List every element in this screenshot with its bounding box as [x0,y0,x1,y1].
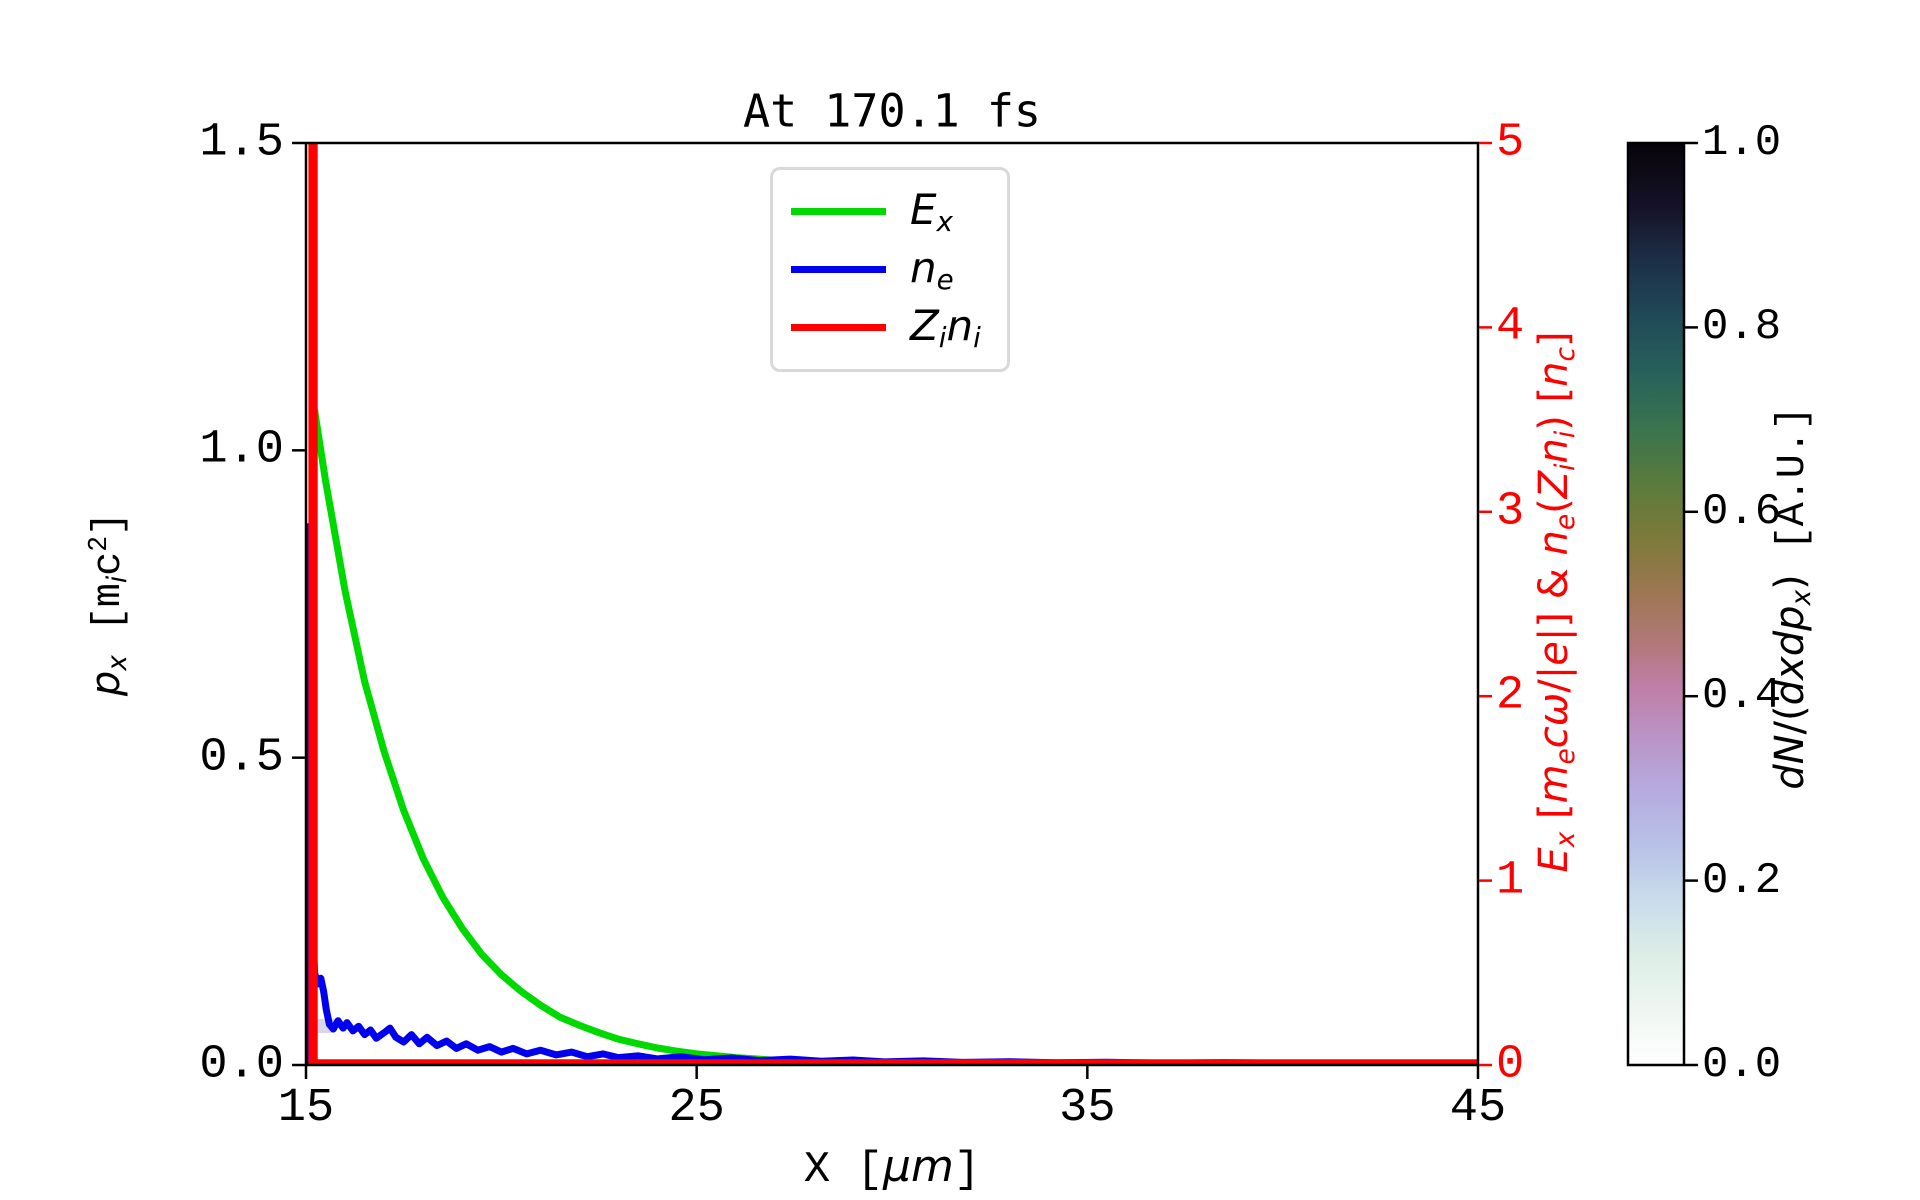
plot-spines [304,141,1480,1067]
legend-item-Ex: Ex [791,185,997,238]
y-right-tick-label: 3 [1496,485,1525,539]
series-Zini [308,143,1478,1065]
x-tick-label: 15 [277,1082,335,1135]
legend-item-ne: ne [791,243,997,296]
legend-line-Zini [791,324,886,332]
y-right-tick-label: 4 [1496,300,1525,354]
plot-title: At 170.1 fs [742,84,1042,138]
x-tick-label: 25 [668,1082,725,1135]
y-right-axis-label: Ex [mecω/|e|] & ne(Zini) [nc] [1531,331,1581,873]
legend-label-Ex: Ex [910,184,953,238]
y-right-tick-label: 5 [1496,116,1525,170]
legend-label-Zini: Zini [910,301,981,355]
colorbar-axis-label: dN/(dxdpx) [A.U.] [1767,406,1817,790]
series-ne [306,523,1478,1065]
colorbar-tick-label: 0.2 [1702,855,1782,906]
legend-label-ne: ne [910,243,954,296]
y-left-tick-label: 0.5 [199,731,284,785]
colorbar-tick-label: 0.4 [1702,671,1782,722]
y-left-axis-label: px [mic2] [83,511,133,697]
colorbar-gradient [1626,141,1686,1067]
colorbar-tick-label: 0.6 [1702,486,1782,537]
colorbar-tick-label: 0.0 [1702,1040,1782,1090]
y-left-tick-label: 1.0 [199,423,284,477]
y-right-tick-label: 2 [1496,669,1525,723]
y-right-tick-label: 1 [1496,854,1525,908]
series-Ex [306,406,1478,1065]
y-left-tick-label: 1.5 [199,116,284,170]
colorbar-tick-label: 1.0 [1702,118,1782,168]
legend-line-ne [791,265,886,273]
tick-marks [292,141,1698,1079]
x-axis-label: X [μm] [803,1141,981,1195]
y-left-tick-label: 0.0 [199,1038,284,1092]
legend-line-Ex [791,207,886,215]
legend-item-Zini: Zini [791,301,997,354]
x-tick-label: 45 [1449,1082,1507,1135]
axes-frame [304,141,1480,1067]
y-right-tick-label: 0 [1496,1038,1525,1092]
colorbar-tick-label: 0.8 [1702,302,1782,353]
legend-box: Ex ne Zini [770,167,1010,372]
x-tick-label: 35 [1059,1082,1116,1135]
colorbar [1626,141,1686,1067]
